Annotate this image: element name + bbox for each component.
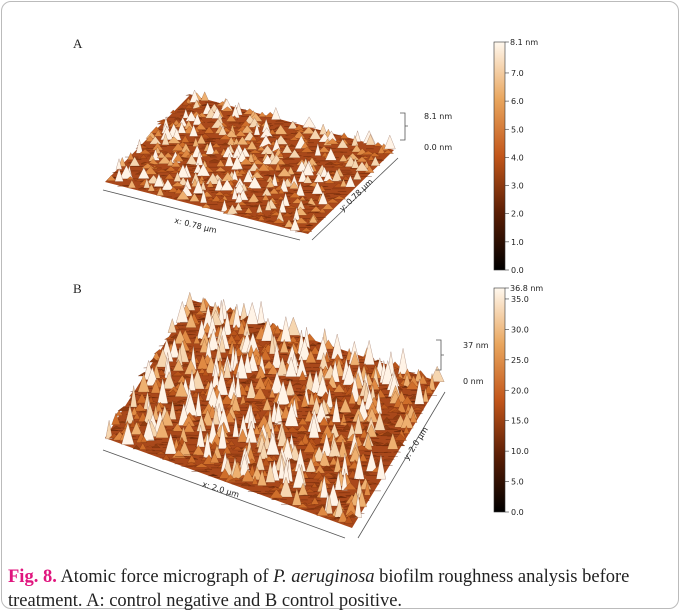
colorbar	[494, 42, 505, 270]
surface-peak	[398, 348, 408, 374]
caption-text: Atomic force micrograph of	[60, 567, 273, 587]
z-top-label: 37 nm	[463, 341, 489, 350]
z-top-label: 8.1 nm	[424, 112, 452, 121]
surface-peak	[384, 135, 395, 149]
surface-peak	[186, 94, 194, 95]
colorbar-tick-label: 30.0	[511, 325, 529, 334]
colorbar-tick-label: 10.0	[511, 447, 529, 456]
page: A B x: 0.78 µm y: 0.78 µm 8.1 nm 0.0 nm …	[0, 0, 682, 611]
afm-surface	[105, 292, 444, 528]
colorbar-tick-label: 0.0	[511, 508, 524, 517]
colorbar-tick-label: 5.0	[511, 478, 524, 487]
panel-label: B	[73, 281, 82, 296]
surface-peak	[246, 302, 258, 324]
colorbar-tick-label: 35.0	[511, 295, 529, 304]
colorbar-tick-label: 15.0	[511, 417, 529, 426]
colorbar	[494, 288, 505, 512]
figure: A B x: 0.78 µm y: 0.78 µm 8.1 nm 0.0 nm …	[0, 0, 682, 565]
colorbar-tick-label: 2.0	[511, 210, 524, 219]
colorbar-tick-label: 5.0	[511, 125, 524, 134]
colorbar-tick-label: 0.0	[511, 266, 524, 275]
z-bottom-label: 0.0 nm	[424, 143, 452, 152]
surface-peak	[201, 92, 209, 101]
figure-caption: Fig. 8. Atomic force micrograph of P. ae…	[8, 565, 678, 611]
surface-peak	[271, 107, 280, 119]
surface-peak	[257, 301, 264, 323]
surface-peak	[319, 124, 327, 135]
figure-label: Fig. 8.	[8, 567, 57, 587]
colorbar-tick-label: 20.0	[511, 386, 529, 395]
surface-peak	[340, 133, 348, 139]
colorbar-tick-label: 7.0	[511, 69, 524, 78]
surface-peak	[303, 117, 316, 128]
colorbar-tick-label: 1.0	[511, 238, 524, 247]
z-bottom-label: 0 nm	[463, 377, 484, 386]
x-axis-label: x: 0.78 µm	[174, 216, 218, 235]
species-name: P. aeruginosa	[273, 567, 374, 587]
colorbar-tick-label: 25.0	[511, 356, 529, 365]
panel-label: A	[73, 36, 83, 51]
colorbar-tick-label: 4.0	[511, 153, 524, 162]
colorbar-max-label: 36.8 nm	[510, 284, 543, 293]
colorbar-max-label: 8.1 nm	[510, 38, 538, 47]
colorbar-tick-label: 6.0	[511, 97, 524, 106]
z-scale	[400, 113, 408, 140]
colorbar-tick-label: 3.0	[511, 182, 524, 191]
z-scale	[436, 340, 444, 370]
afm-surface	[105, 90, 395, 234]
